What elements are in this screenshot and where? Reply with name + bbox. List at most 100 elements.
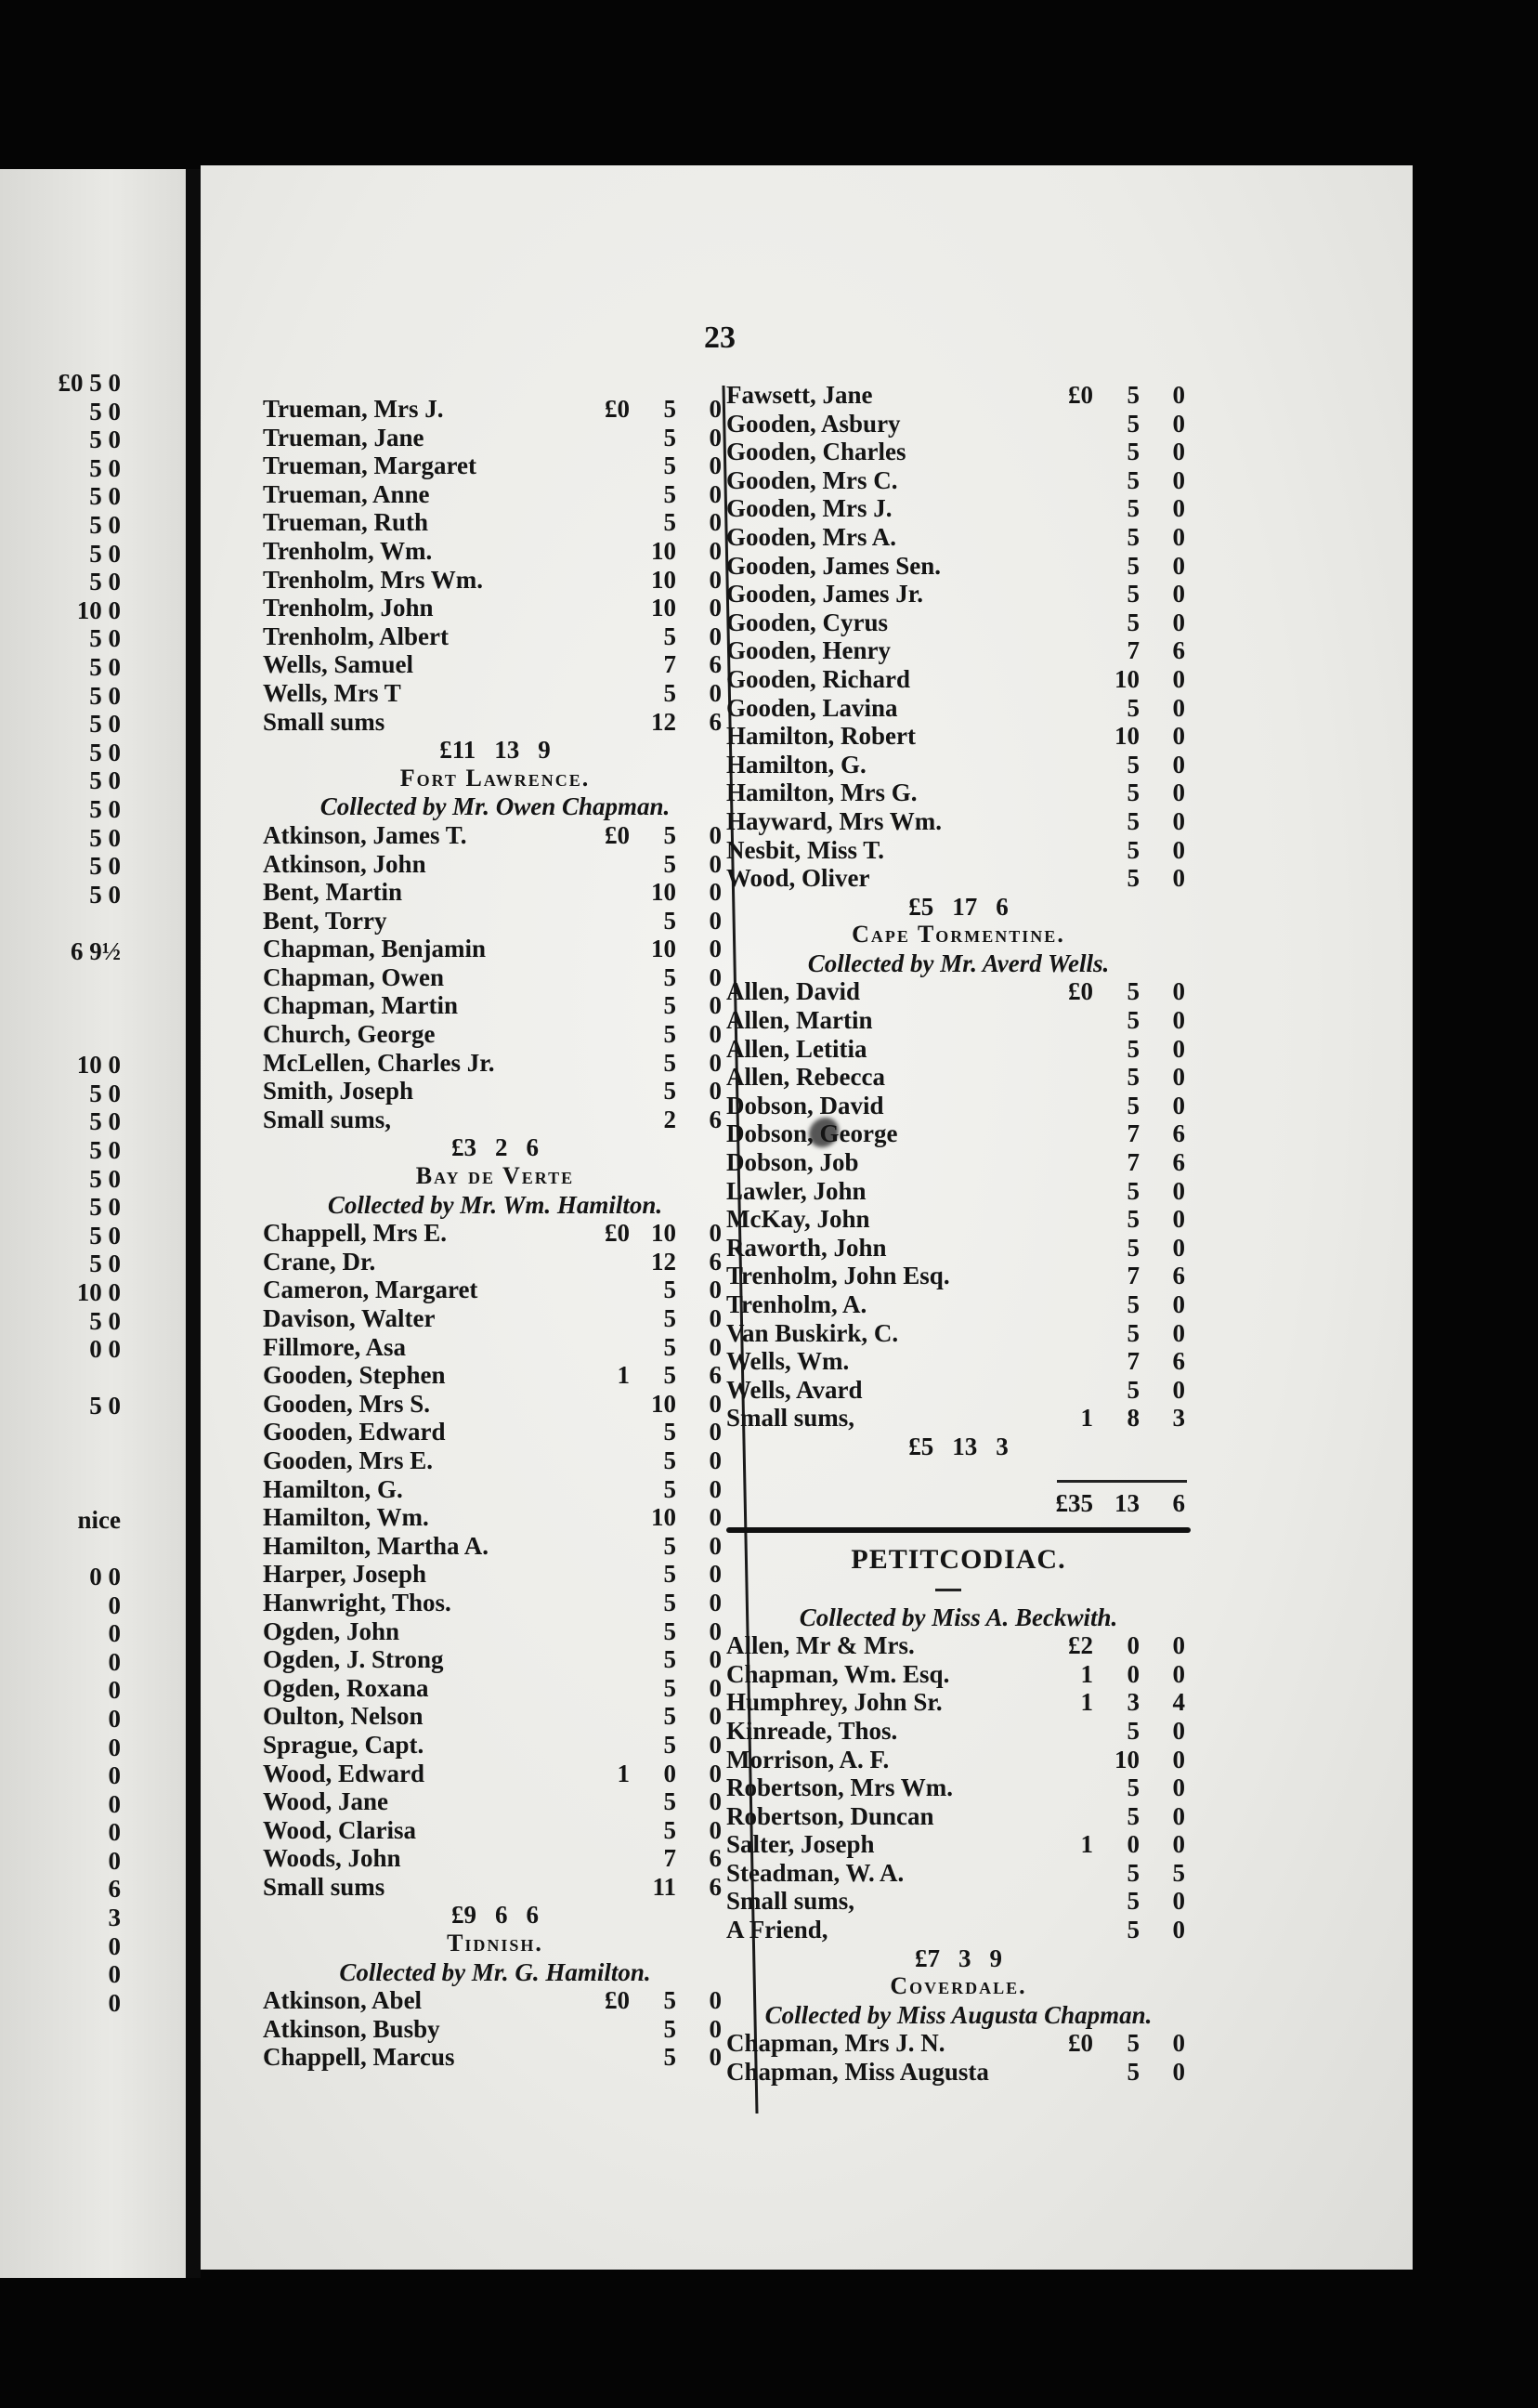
subscriber-name: Wells, Avard [726, 1375, 863, 1404]
subscriber-name: Bent, Martin [263, 878, 402, 907]
amount-shillings: 5 [663, 1020, 677, 1049]
amount-pence: 0 [1172, 1063, 1186, 1092]
amount-pence: 6 [709, 1247, 723, 1276]
subscriber-name: Woods, John [263, 1844, 401, 1873]
amount-shillings: 5 [663, 678, 677, 707]
amount-shillings: 5 [663, 1616, 677, 1645]
subscriber-name: Allen, Letitia [726, 1034, 867, 1063]
facing-page-line: 0 [9, 1705, 122, 1734]
amount-pence: 0 [1172, 1659, 1186, 1688]
section-heading: Cape Tormentine. [852, 921, 1065, 949]
amount-shillings: 0 [1127, 1830, 1140, 1859]
amount-shillings: 5 [1127, 2029, 1140, 2058]
facing-page-amount: 0 [108, 1960, 122, 1989]
facing-page-amount: 0 [108, 1590, 122, 1619]
facing-page-amount: 10 0 [76, 1278, 121, 1306]
amount-pounds: £0 [605, 1986, 630, 2015]
facing-page-amount: 5 0 [89, 1250, 121, 1278]
amount-pence: 0 [709, 536, 723, 565]
amount-pence: 0 [1172, 1006, 1186, 1035]
facing-page-line: 6 [9, 1875, 122, 1904]
amount-shillings: 5 [663, 1304, 677, 1332]
amount-shillings: 5 [663, 1531, 677, 1560]
total-pounds: £7 [915, 1943, 940, 1972]
facing-page-amount: 5 0 [89, 794, 121, 823]
section-total: £5 17 6 [726, 893, 1191, 922]
amount-pence: 6 [709, 650, 723, 679]
subscriber-entry: Smith, Joseph 5 0 [263, 1077, 727, 1106]
subscriber-entry: Steadman, W. A. 5 5 [726, 1859, 1191, 1888]
amount-pence: 0 [1172, 409, 1186, 438]
subscriber-entry: Gooden, Asbury 5 0 [726, 410, 1191, 438]
right-column: Fawsett, Jane £0 5 0 Gooden, Asbury 5 0 Gooden,… [726, 381, 1191, 2087]
facing-page-line: 10 0 [9, 1278, 121, 1307]
grand-total-shillings: 13 [1114, 1489, 1140, 1518]
facing-page-amount: 10 0 [76, 1051, 121, 1080]
subscriber-entry: Ogden, J. Strong 5 0 [263, 1645, 727, 1674]
subscriber-entry: Humphrey, John Sr. 1 3 4 [726, 1688, 1191, 1717]
subscription-line [726, 1575, 1191, 1603]
amount-pence: 0 [1172, 1375, 1186, 1404]
subscriber-entry: Trueman, Ruth 5 0 [263, 508, 727, 537]
amount-pence: 6 [1172, 1262, 1186, 1290]
facing-page-amount: 0 [108, 1988, 122, 2017]
amount-pence: 6 [1172, 1119, 1186, 1148]
subscriber-name: Dobson, Job [726, 1148, 859, 1177]
total-pence: 6 [526, 1133, 540, 1162]
amount-shillings: 5 [1127, 1290, 1140, 1318]
amount-pence: 0 [1172, 1716, 1186, 1745]
amount-pence: 0 [709, 1616, 723, 1645]
subscriber-entry: Gooden, Mrs E. 5 0 [263, 1446, 727, 1475]
grand-total: £35 13 6 [726, 1489, 1191, 1518]
subscriber-entry: Chappell, Marcus 5 0 [263, 2043, 727, 2072]
amount-shillings: 5 [1127, 1091, 1140, 1119]
subscriber-entry: Ogden, Roxana 5 0 [263, 1674, 727, 1703]
amount-pounds: 1 [1080, 1830, 1094, 1859]
subscriber-name: Kinreade, Thos. [726, 1716, 898, 1745]
facing-page-amount: 5 0 [89, 710, 121, 739]
subscriber-name: Chapman, Mrs J. N. [726, 2029, 945, 2058]
amount-shillings: 5 [663, 906, 677, 935]
collector-line: Collected by Miss A. Beckwith. [799, 1603, 1118, 1631]
subscriber-name: Gooden, Mrs C. [726, 465, 898, 494]
subscriber-name: Gooden, Mrs S. [263, 1389, 431, 1418]
subscriber-name: Hamilton, Martha A. [263, 1531, 489, 1560]
amount-pence: 0 [1172, 1233, 1186, 1262]
subscriber-name: Chapman, Benjamin [263, 935, 487, 963]
subscriber-name: Chapman, Owen [263, 962, 445, 991]
subscriber-name: Small sums, [726, 1404, 855, 1433]
subscriber-entry: Gooden, Mrs A. 5 0 [726, 523, 1191, 552]
subscriber-entry: Small sums 11 6 [263, 1873, 727, 1902]
subscriber-name: McLellen, Charles Jr. [263, 1048, 495, 1077]
facing-page-line: 5 0 [9, 1193, 121, 1222]
amount-shillings: 10 [1114, 1745, 1140, 1773]
facing-page-line: 0 [9, 1734, 122, 1762]
amount-pence: 0 [709, 1020, 723, 1049]
amount-shillings: 7 [1127, 636, 1140, 665]
subscriber-entry: Gooden, Lavina 5 0 [726, 694, 1191, 723]
subscriber-entry: Cameron, Margaret 5 0 [263, 1276, 727, 1304]
collector-line: Collected by Mr. Averd Wells. [807, 949, 1110, 977]
subscriber-name: Gooden, Mrs E. [263, 1446, 434, 1474]
amount-pence: 0 [1172, 806, 1186, 835]
subscriber-name: Hamilton, G. [726, 750, 867, 779]
subscriber-entry: Sprague, Capt. 5 0 [263, 1731, 727, 1760]
facing-page-line: 5 0 [9, 852, 121, 881]
amount-shillings: 5 [663, 1815, 677, 1844]
subscription-line [726, 1518, 1191, 1547]
subscriber-name: Trenholm, A. [726, 1290, 867, 1318]
subscriber-name: McKay, John [726, 1205, 870, 1234]
facing-page-line: 0 [9, 1960, 122, 1989]
amount-pence: 0 [709, 820, 723, 849]
amount-pence: 0 [1172, 1916, 1186, 1944]
subscriber-name: Allen, Rebecca [726, 1063, 885, 1092]
amount-shillings: 8 [1127, 1404, 1140, 1433]
subscriber-entry: Hayward, Mrs Wm. 5 0 [726, 807, 1191, 836]
subscriber-entry: Davison, Walter 5 0 [263, 1304, 727, 1333]
subscriber-entry: Chappell, Mrs E. £0 10 0 [263, 1219, 727, 1248]
subscriber-name: Morrison, A. F. [726, 1745, 890, 1773]
amount-shillings: 11 [652, 1872, 676, 1901]
facing-page-amount: 0 [108, 1931, 122, 1960]
amount-pounds: £0 [1068, 977, 1093, 1006]
subscriber-name: Sprague, Capt. [263, 1730, 424, 1759]
